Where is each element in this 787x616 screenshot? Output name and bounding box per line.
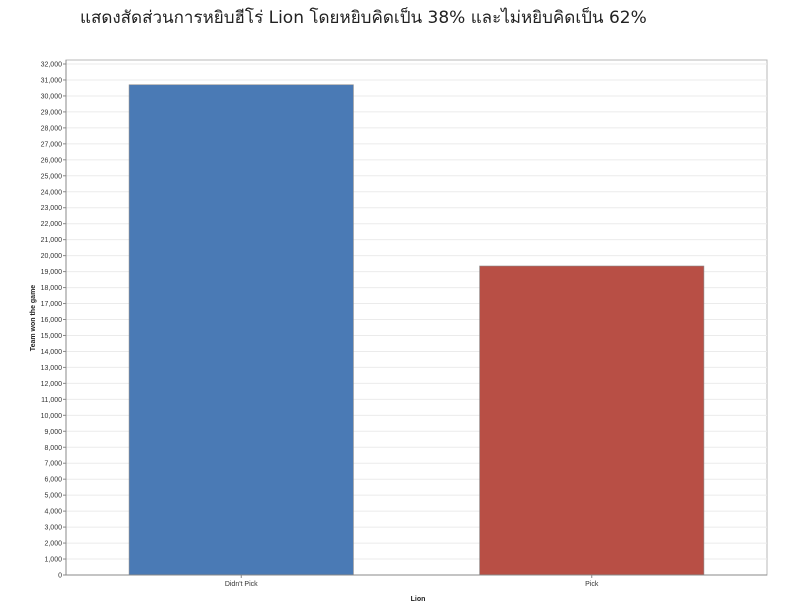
y-tick-label: 31,000 [41, 77, 63, 84]
y-tick-label: 10,000 [41, 413, 63, 420]
y-tick-label: 8,000 [44, 445, 62, 452]
x-tick-label: Didn't Pick [225, 581, 258, 588]
y-tick-label: 16,000 [41, 317, 63, 324]
y-tick-label: 19,000 [41, 269, 63, 276]
y-tick-label: 32,000 [41, 62, 63, 69]
bars [128, 84, 705, 576]
y-tick-label: 2,000 [44, 541, 62, 548]
y-tick-label: 12,000 [41, 381, 63, 388]
y-tick-label: 29,000 [41, 109, 63, 116]
bar-pick [479, 265, 705, 576]
y-tick-label: 1,000 [44, 557, 62, 564]
y-tick-label: 21,000 [41, 237, 63, 244]
x-tick-labels: Didn't Pick Pick [225, 575, 599, 588]
y-tick-label: 17,000 [41, 301, 63, 308]
y-tick-label: 3,000 [44, 525, 62, 532]
x-tick-label: Pick [585, 581, 599, 588]
y-tick-label: 30,000 [41, 93, 63, 100]
y-tick-label: 25,000 [41, 173, 63, 180]
y-tick-label: 18,000 [41, 285, 63, 292]
y-tick-label: 0 [58, 573, 62, 580]
y-tick-label: 9,000 [44, 429, 62, 436]
y-tick-label: 11,000 [41, 397, 62, 404]
y-tick-labels: 0 1,000 2,000 3,000 4,000 5,000 6,000 7,000 8,00… [41, 62, 66, 580]
y-tick-label: 26,000 [41, 157, 63, 164]
y-tick-label: 7,000 [44, 461, 62, 468]
y-tick-label: 22,000 [41, 221, 63, 228]
y-tick-label: 28,000 [41, 125, 63, 132]
y-tick-label: 24,000 [41, 189, 63, 196]
y-tick-label: 27,000 [41, 141, 63, 148]
x-axis-title: Lion [411, 596, 426, 603]
page-title: แสดงสัดส่วนการหยิบฮีโร่ Lion โดยหยิบคิดเ… [80, 8, 647, 28]
y-tick-label: 15,000 [41, 333, 63, 340]
y-tick-label: 4,000 [44, 509, 62, 516]
y-tick-label: 5,000 [44, 493, 62, 500]
y-tick-label: 23,000 [41, 205, 63, 212]
y-tick-label: 14,000 [41, 349, 63, 356]
y-tick-label: 13,000 [41, 365, 63, 372]
bar-didn-t-pick [128, 84, 354, 576]
y-tick-label: 6,000 [44, 477, 62, 484]
y-axis-title: Team won the game [30, 285, 37, 351]
y-tick-label: 20,000 [41, 253, 63, 260]
